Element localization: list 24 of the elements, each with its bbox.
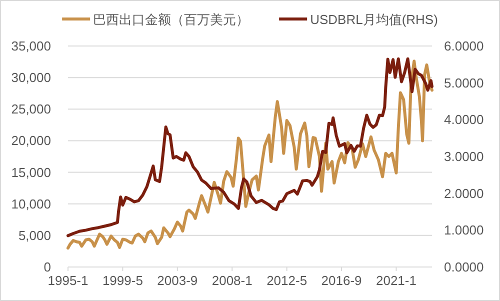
x-tick-label: 2008-1 — [212, 273, 252, 288]
y-tick-label: 25,000 — [11, 102, 51, 117]
y2-tick-label: 6.0000 — [444, 38, 484, 54]
y2-tick-label: 1.0000 — [444, 222, 484, 238]
x-tick-label: 1999-5 — [102, 273, 143, 288]
y2-tick-label: 0.0000 — [444, 260, 484, 274]
y-tick-label: 20,000 — [11, 133, 51, 148]
x-tick-label: 2003-9 — [157, 273, 198, 288]
x-tick-label: 2016-9 — [321, 273, 362, 288]
x-tick-label: 1995-1 — [48, 273, 88, 288]
y-tick-label: 0 — [44, 260, 51, 274]
legend-label: 巴西出口金额（百万美元） — [93, 12, 250, 27]
x-tick-label: 2012-5 — [266, 273, 308, 288]
legend-label: USDBRL月均值(RHS) — [310, 12, 438, 27]
y2-tick-label: 4.0000 — [444, 112, 484, 128]
y2-tick-label: 2.0000 — [444, 186, 484, 201]
y-tick-label: 30,000 — [11, 70, 51, 86]
x-tick-label: 2021-1 — [376, 273, 416, 288]
y-tick-label: 10,000 — [11, 196, 51, 212]
y2-tick-label: 3.0000 — [444, 149, 484, 164]
y-tick-label: 5,000 — [18, 228, 51, 243]
y-tick-label: 15,000 — [11, 164, 51, 180]
y2-tick-label: 5.0000 — [444, 75, 484, 90]
y-tick-label: 35,000 — [11, 38, 51, 54]
